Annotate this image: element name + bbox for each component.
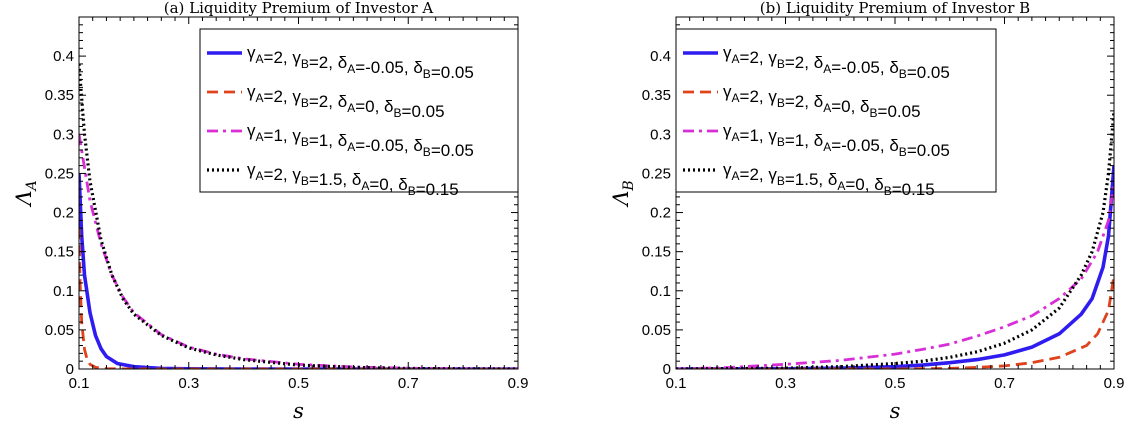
y-tick-label: 0.15 xyxy=(642,244,671,261)
y-tick-label: 0.2 xyxy=(53,205,74,222)
legend-label: γA=2, γB=2, δA=0, δB=0.05 xyxy=(723,82,921,121)
x-axis-label: s xyxy=(293,399,304,423)
legend-label: γA=1, γB=1, δA=-0.05, δB=0.05 xyxy=(723,121,950,160)
legend-label: γA=2, γB=2, δA=-0.05, δB=0.05 xyxy=(723,43,950,82)
y-tick-label: 0.15 xyxy=(45,244,74,261)
x-tick-label: 0.7 xyxy=(398,375,419,392)
y-tick-label: 0.3 xyxy=(650,126,671,143)
y-tick-label: 0.35 xyxy=(45,87,74,104)
series-line-3 xyxy=(79,134,518,369)
legend-label: γA=2, γB=2, δA=-0.05, δB=0.05 xyxy=(247,43,474,82)
series-line-1 xyxy=(79,173,518,369)
y-tick-label: 0.25 xyxy=(45,165,74,182)
y-tick-label: 0 xyxy=(66,361,74,378)
y-axis-label: ΛA xyxy=(12,180,40,207)
legend-label: γA=2, γB=2, δA=0, δB=0.05 xyxy=(247,82,445,121)
series-line-3 xyxy=(676,181,1114,369)
y-tick-label: 0.3 xyxy=(53,126,74,143)
legend-label: γA=1, γB=1, δA=-0.05, δB=0.05 xyxy=(247,121,474,160)
legend-label: γA=2, γB=1.5, δA=0, δB=0.15 xyxy=(723,160,935,199)
legend-box xyxy=(199,28,519,193)
y-tick-label: 0.05 xyxy=(45,322,74,339)
legend-box xyxy=(675,28,997,193)
panel-a: (a) Liquidity Premium of Investor A 0 0.05… xyxy=(12,0,528,423)
y-tick-label: 0 xyxy=(663,361,671,378)
y-tick-label: 0.4 xyxy=(53,48,74,65)
y-tick-label: 0.2 xyxy=(650,205,671,222)
x-axis-label: s xyxy=(890,399,901,423)
x-tick-label: 0.3 xyxy=(178,375,199,392)
x-tick-label: 0.7 xyxy=(994,375,1015,392)
x-tick-label: 0.1 xyxy=(666,375,687,392)
y-tick-label: 0.1 xyxy=(650,283,671,300)
x-tick-label: 0.1 xyxy=(69,375,90,392)
x-tick-label: 0.9 xyxy=(1104,375,1125,392)
panel-title: (a) Liquidity Premium of Investor A xyxy=(164,0,434,17)
y-tick-label: 0.35 xyxy=(642,87,671,104)
x-tick-label: 0.5 xyxy=(288,375,309,392)
y-tick-label: 0.05 xyxy=(642,322,671,339)
series-line-2 xyxy=(79,228,518,369)
y-tick-label: 0.4 xyxy=(650,48,671,65)
panel-title: (b) Liquidity Premium of Investor B xyxy=(760,0,1030,17)
x-tick-label: 0.5 xyxy=(885,375,906,392)
y-tick-label: 0.1 xyxy=(53,283,74,300)
y-axis-label: ΛB xyxy=(609,180,637,207)
x-tick-label: 0.9 xyxy=(508,375,529,392)
y-tick-label: 0.25 xyxy=(642,165,671,182)
panel-b: (b) Liquidity Premium of Investor B 0 0.05… xyxy=(609,0,1124,423)
series-line-4 xyxy=(676,110,1114,369)
series-line-1 xyxy=(676,165,1114,369)
legend-label: γA=2, γB=1.5, δA=0, δB=0.15 xyxy=(247,160,459,199)
x-tick-label: 0.3 xyxy=(775,375,796,392)
